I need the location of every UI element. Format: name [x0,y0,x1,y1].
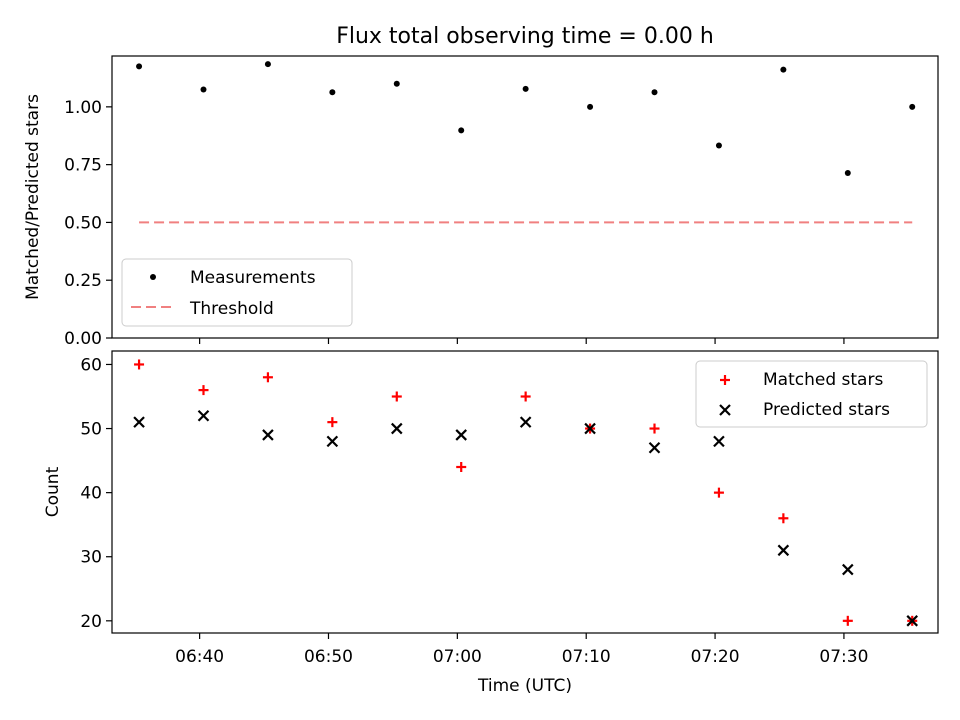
matched-star-point [842,615,853,626]
top-legend: Measurements Threshold [121,258,353,327]
measurement-point [909,103,916,110]
top-y-tick-label: 0.50 [64,213,102,233]
predicted-star-point [519,416,532,428]
predicted-star-point [197,409,210,422]
measurement-point [587,103,594,110]
bottom-y-tick-label: 30 [80,548,102,568]
top-y-tick-label: 0.25 [64,271,102,291]
matched-star-point [391,391,402,402]
measurement-point [780,66,787,73]
predicted-star-point [648,441,661,454]
matched-star-point [713,487,724,498]
x-tick-label: 07:00 [433,647,482,667]
matched-star-point [134,359,145,370]
top-axes-frame [111,55,939,339]
matched-star-point [327,417,338,428]
legend-matched-label: Matched stars [763,370,883,390]
predicted-star-point [455,429,467,441]
top-y-tick-label: 0.75 [64,156,102,176]
bottom-axes-frame [111,350,939,634]
legend-measurements-label: Measurements [190,268,316,288]
predicted-star-point [777,544,790,557]
matched-star-point [456,462,467,473]
legend-predicted-label: Predicted stars [763,400,890,420]
legend-measurements-marker [150,274,156,280]
bottom-y-axis-label: Count [43,466,63,517]
legend-predicted-marker [719,404,731,416]
measurement-point [264,61,271,68]
predicted-star-point [133,416,145,428]
predicted-star-point [584,422,596,435]
matched-star-point [198,385,209,396]
measurement-point [715,142,722,149]
bottom-x-ticks: 06:40 06:50 07:00 07:10 07:20 07:30 [175,633,868,667]
matched-star-point [520,391,531,402]
bottom-y-tick-label: 50 [80,420,102,440]
predicted-star-point [326,435,339,448]
matched-star-point [649,423,660,434]
x-tick-label: 06:40 [175,647,224,667]
matched-star-point [778,513,789,524]
legend-threshold-label: Threshold [189,299,274,319]
measurement-points [136,61,916,176]
top-y-tick-label: 1.00 [64,98,102,118]
predicted-star-point [842,563,854,576]
x-tick-label: 07:30 [819,647,868,667]
x-tick-label: 07:20 [691,647,740,667]
predicted-star-point [906,615,919,627]
chart-title: Flux total observing time = 0.00 h [336,24,714,49]
matched-star-point [262,372,273,383]
x-tick-label: 06:50 [304,647,353,667]
bottom-y-tick-label: 20 [80,612,102,632]
predicted-star-point [262,429,274,441]
top-legend-box [121,258,353,327]
measurement-point [458,127,465,134]
top-y-tick-label: 0.00 [64,329,102,349]
measurement-point [393,80,400,87]
matched-stars-points [134,359,918,626]
measurement-point [651,89,658,96]
top-x-tick-marks [199,338,845,344]
x-axis-label: Time (UTC) [477,676,572,696]
top-y-axis-label: Matched/Predicted stars [23,94,43,300]
bottom-legend-box [695,360,928,428]
measurement-point [329,89,336,96]
bottom-legend: Matched stars Predicted stars [695,360,928,428]
x-tick-label: 07:10 [562,647,611,667]
bottom-y-ticks: 20 30 40 50 60 [80,355,112,632]
measurement-point [844,169,851,176]
predicted-stars-points [133,409,919,627]
measurement-point [200,86,207,93]
bottom-y-tick-label: 40 [80,484,102,504]
predicted-star-point [713,435,725,448]
predicted-star-point [391,422,403,435]
legend-matched-marker [720,375,730,385]
top-y-ticks: 0.00 0.25 0.50 0.75 1.00 [64,98,112,349]
measurement-point [522,85,529,92]
bottom-y-tick-label: 60 [80,355,102,375]
measurement-point [136,63,143,70]
